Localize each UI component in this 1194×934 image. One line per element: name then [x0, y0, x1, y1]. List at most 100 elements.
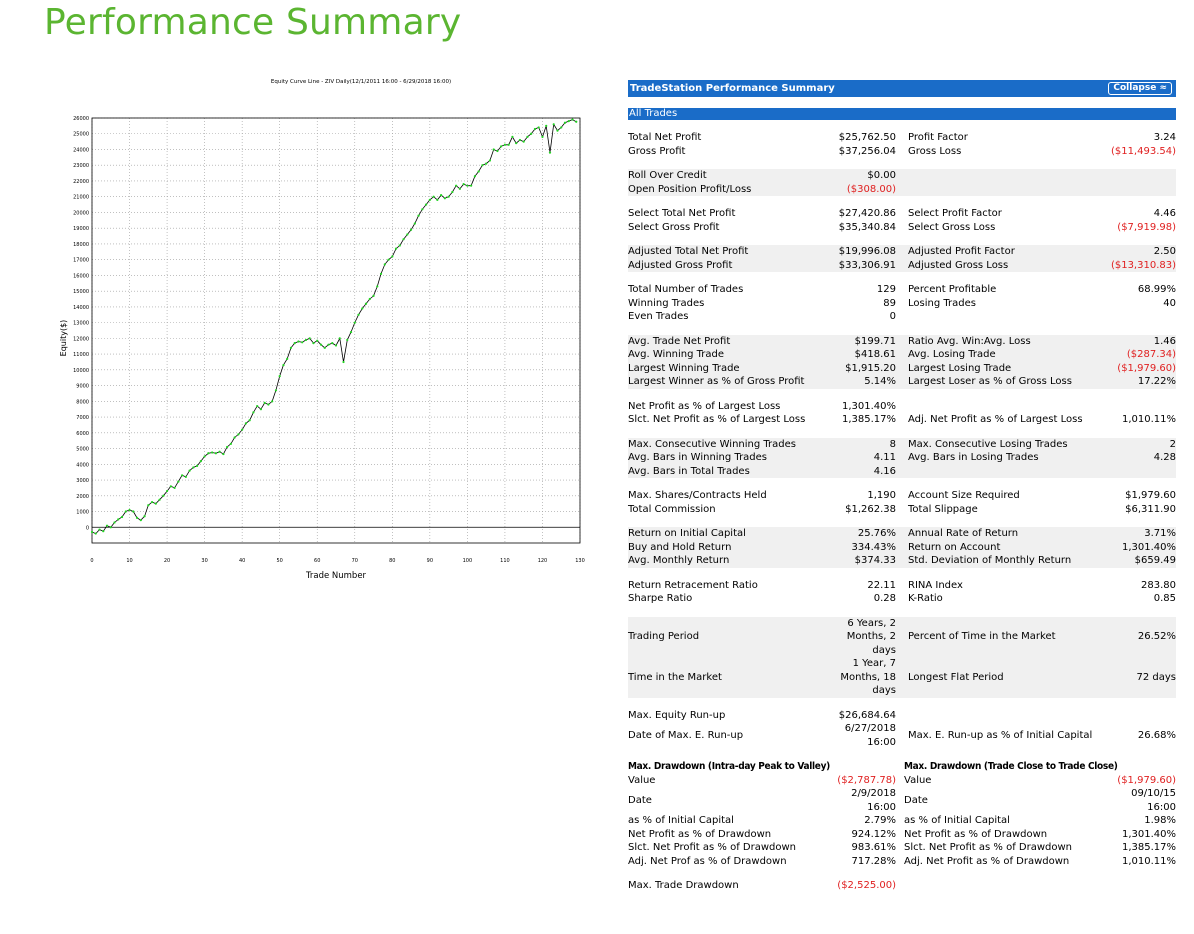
stat-value-left: 129 [876, 284, 896, 295]
equity-point [526, 135, 529, 138]
equity-point [147, 504, 150, 507]
stat-label-left: Winning Trades [628, 297, 705, 309]
stat-group: Max. Consecutive Winning Trades 8 Max. Con… [628, 437, 1176, 478]
equity-point [346, 338, 349, 342]
stat-value-left: 4.11 [873, 452, 896, 463]
stat-row: Total Commission $1,262.38 Total Slippage $… [628, 503, 1176, 517]
stat-label-left: Buy and Hold Return [628, 541, 732, 553]
equity-point [244, 422, 248, 425]
stat-value-right: $1,979.60 [1125, 490, 1176, 501]
stat-row: Open Position Profit/Loss ($308.00) [628, 183, 1176, 197]
stat-value-right: ($11,493.54) [1110, 145, 1176, 157]
equity-point [98, 528, 101, 531]
equity-point [537, 126, 540, 129]
equity-point [500, 145, 503, 148]
dd-value-left: 983.61% [851, 842, 897, 853]
x-tick-label: 120 [538, 558, 548, 564]
stat-row: Max. Consecutive Winning Trades 8 Max. Con… [628, 438, 1176, 452]
equity-point [473, 175, 476, 178]
stat-label-left: Total Number of Trades [628, 284, 744, 295]
stat-value-left: 22.11 [867, 579, 896, 591]
equity-point [113, 521, 116, 524]
stat-value-left: 0 [889, 311, 896, 322]
equity-point [563, 121, 567, 124]
y-tick-label: 23000 [73, 163, 89, 169]
stat-label-right: Max. Consecutive Losing Trades [908, 438, 1068, 450]
equity-point [271, 400, 274, 403]
equity-point [417, 214, 420, 217]
stat-value-right: 0.85 [1153, 593, 1176, 604]
equity-point [387, 258, 390, 261]
dd-value-right: 1,010.11% [1121, 855, 1176, 867]
stat-group: Max. Equity Run-up $26,684.64 Date of Max.… [628, 709, 1176, 750]
equity-point [192, 466, 195, 469]
y-tick-label: 12000 [73, 336, 89, 342]
dd-label-left: Net Profit as % of Drawdown [628, 828, 772, 840]
stat-value-left: $37,256.04 [838, 145, 896, 157]
stat-label-right: Annual Rate of Return [908, 528, 1019, 539]
stat-group: Return Retracement Ratio 22.11 RINA Index 2… [628, 579, 1176, 606]
row-label: Max. Trade Drawdown [628, 880, 739, 891]
stat-label-left: Max. Shares/Contracts Held [628, 490, 767, 501]
stat-value-left: 1,385.17% [841, 414, 896, 425]
stat-value-right: 17.22% [1137, 376, 1176, 387]
drawdown-left-title: Max. Drawdown (Intra-day Peak to Valley) [628, 761, 830, 772]
equity-point [511, 135, 514, 138]
equity-point [282, 364, 285, 367]
equity-point [428, 198, 431, 201]
stat-row: Buy and Hold Return 334.43% Return on Acco… [628, 541, 1176, 555]
equity-point [94, 532, 97, 535]
equity-point [90, 530, 94, 534]
y-tick-label: 1000 [76, 510, 89, 516]
y-tick-label: 14000 [73, 305, 89, 311]
equity-point [211, 451, 214, 454]
equity-point [267, 403, 270, 406]
stat-label-left: Net Profit as % of Largest Loss [628, 400, 781, 412]
stat-value-right: 68.99% [1137, 284, 1176, 295]
y-tick-label: 13000 [73, 321, 89, 327]
stat-label-left: Return on Initial Capital [628, 528, 746, 539]
y-tick-label: 4000 [76, 462, 89, 468]
stat-group: Adjusted Total Net Profit $19,996.08 Adjus… [628, 245, 1176, 272]
stat-row: Adjusted Gross Profit $33,306.91 Adjusted … [628, 259, 1176, 273]
stat-label-left: Max. Equity Run-up [628, 709, 726, 721]
dd-label-left: Date [628, 794, 652, 806]
section-all-trades[interactable]: All Trades [628, 108, 1176, 120]
stat-value-left: 25.76% [857, 528, 896, 539]
stat-label-right: Std. Deviation of Monthly Return [908, 555, 1072, 566]
collapse-button[interactable]: Collapse ≈ [1108, 82, 1172, 95]
stat-value-left: 5.14% [864, 376, 896, 387]
x-tick-label: 90 [427, 558, 433, 564]
equity-point [199, 460, 202, 463]
performance-report: TradeStation Performance Summary Collaps… [628, 80, 1176, 893]
equity-point [304, 338, 308, 342]
stat-label-left: Time in the Market [628, 671, 722, 683]
stat-value-right: 26.52% [1137, 631, 1176, 642]
max-trade-drawdown-row: Max. Trade Drawdown ($2,525.00) [628, 879, 1176, 893]
equity-point [128, 508, 131, 512]
equity-point [165, 489, 169, 493]
stat-value-left: $1,915.20 [845, 362, 896, 374]
equity-point [158, 498, 161, 501]
equity-point [162, 494, 165, 497]
equity-point [256, 404, 259, 408]
equity-point [278, 375, 281, 378]
x-axis-label: Trade Number [305, 571, 367, 581]
dd-label-left: as % of Initial Capital [628, 815, 734, 826]
stat-row: Return Retracement Ratio 22.11 RINA Index 2… [628, 579, 1176, 593]
equity-point [492, 148, 495, 151]
equity-point [349, 330, 353, 334]
equity-point [515, 142, 518, 145]
equity-point [406, 233, 409, 236]
equity-point [470, 184, 473, 187]
y-tick-label: 22000 [73, 179, 89, 185]
dd-label-left: Slct. Net Profit as % of Drawdown [628, 842, 797, 853]
stat-row: Total Net Profit $25,762.50 Profit Factor 3… [628, 131, 1176, 145]
equity-point [440, 194, 443, 197]
stat-label-right: Total Slippage [908, 503, 978, 515]
equity-point [443, 197, 446, 200]
drawdown-row: Date 2/9/2018 16:00 Date 09/10/15 16:00 [628, 787, 1176, 814]
equity-point [376, 285, 379, 288]
dd-value-right: 09/10/15 16:00 [1131, 788, 1176, 813]
equity-point [368, 297, 371, 301]
